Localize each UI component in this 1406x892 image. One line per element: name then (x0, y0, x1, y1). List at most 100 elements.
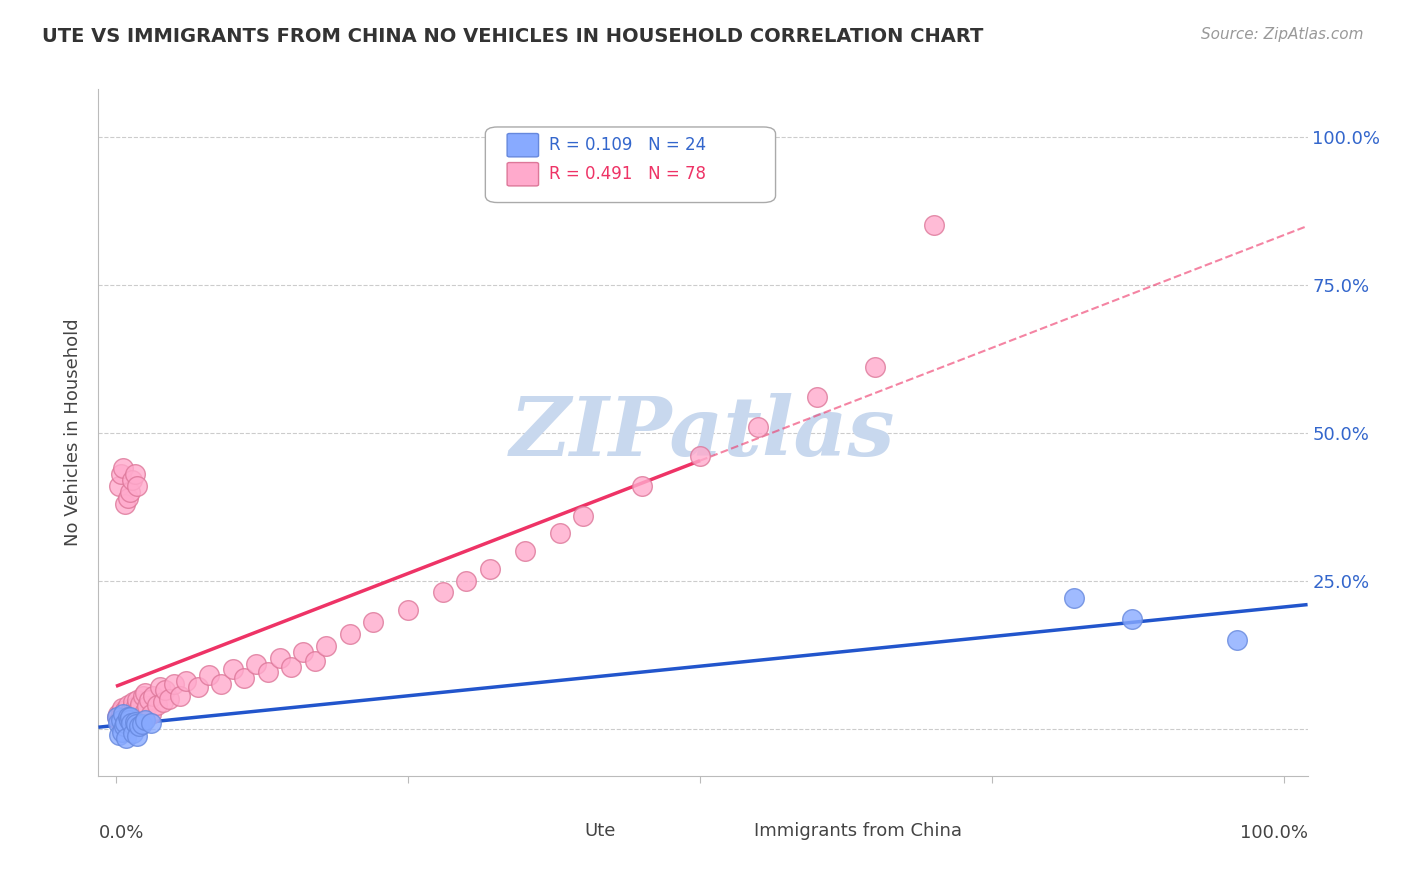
Point (269, 650, 291, 665)
Point (806, 390, 828, 404)
Point (105, 710, 128, 724)
Point (118, 713, 141, 727)
Point (689, 450, 711, 464)
Point (108, 728, 131, 742)
Point (209, 677, 232, 691)
Point (152, 695, 174, 709)
Point (125, 479, 148, 493)
Point (107, 706, 129, 721)
Point (117, 698, 139, 712)
Point (245, 657, 267, 671)
Point (125, 693, 148, 707)
Point (134, 704, 156, 718)
Text: 0.0%: 0.0% (98, 824, 143, 842)
Point (630, 479, 652, 493)
Point (125, 699, 148, 714)
Point (124, 714, 146, 729)
Point (138, 693, 160, 707)
Point (146, 698, 169, 712)
Point (169, 689, 191, 703)
Point (149, 680, 172, 694)
Point (114, 703, 136, 717)
Point (291, 645, 314, 659)
Text: Immigrants from China: Immigrants from China (754, 822, 962, 840)
Point (304, 654, 326, 668)
Point (118, 484, 141, 499)
Point (118, 704, 141, 718)
Point (131, 717, 153, 731)
Point (124, 705, 146, 719)
Point (108, 713, 131, 727)
Point (118, 710, 141, 724)
Point (105, 710, 128, 724)
Point (513, 544, 536, 558)
Point (136, 699, 159, 714)
Point (139, 715, 162, 730)
Point (396, 603, 419, 617)
Point (131, 710, 153, 724)
Y-axis label: No Vehicles in Household: No Vehicles in Household (65, 318, 83, 547)
Point (111, 701, 134, 715)
Point (125, 713, 148, 727)
Text: Ute: Ute (585, 822, 616, 840)
Point (134, 713, 156, 727)
Point (110, 467, 132, 481)
Point (548, 526, 571, 541)
Point (110, 704, 132, 718)
Point (174, 674, 197, 689)
Point (121, 701, 143, 715)
Point (121, 473, 143, 487)
Point (361, 615, 384, 629)
Point (111, 706, 134, 721)
Point (120, 708, 142, 723)
Point (110, 713, 132, 727)
Point (111, 461, 134, 475)
Point (120, 715, 142, 730)
FancyBboxPatch shape (508, 162, 538, 186)
Point (572, 508, 595, 523)
Point (117, 706, 139, 721)
Text: ZIPatlas: ZIPatlas (510, 392, 896, 473)
Point (432, 585, 454, 599)
Text: Source: ZipAtlas.com: Source: ZipAtlas.com (1201, 27, 1364, 42)
Point (456, 574, 478, 588)
Point (280, 659, 302, 673)
Text: R = 0.491   N = 78: R = 0.491 N = 78 (550, 165, 706, 183)
FancyBboxPatch shape (508, 134, 538, 157)
FancyBboxPatch shape (543, 820, 575, 843)
Point (132, 689, 155, 703)
Point (747, 419, 769, 434)
Point (1226, 632, 1249, 647)
Point (122, 695, 145, 709)
Point (111, 717, 134, 731)
Point (134, 686, 156, 700)
Text: UTE VS IMMIGRANTS FROM CHINA NO VEHICLES IN HOUSEHOLD CORRELATION CHART: UTE VS IMMIGRANTS FROM CHINA NO VEHICLES… (42, 27, 984, 45)
Point (128, 701, 150, 715)
Point (163, 677, 186, 691)
Point (478, 562, 501, 576)
Point (1063, 591, 1085, 606)
Point (142, 689, 165, 703)
Point (112, 719, 135, 733)
Point (117, 710, 139, 724)
Point (115, 731, 138, 745)
Point (315, 639, 337, 653)
Point (108, 479, 131, 493)
Point (187, 680, 209, 694)
Point (114, 715, 136, 730)
Point (922, 219, 945, 233)
Point (122, 710, 145, 724)
Point (127, 706, 149, 721)
Point (107, 715, 129, 730)
Point (117, 491, 139, 505)
Point (112, 705, 135, 719)
Point (198, 668, 221, 682)
Point (153, 683, 176, 698)
FancyBboxPatch shape (713, 820, 744, 843)
Point (339, 627, 361, 641)
Point (122, 726, 145, 740)
Point (115, 711, 138, 725)
Point (157, 692, 180, 706)
Point (222, 663, 245, 677)
Point (124, 467, 146, 481)
